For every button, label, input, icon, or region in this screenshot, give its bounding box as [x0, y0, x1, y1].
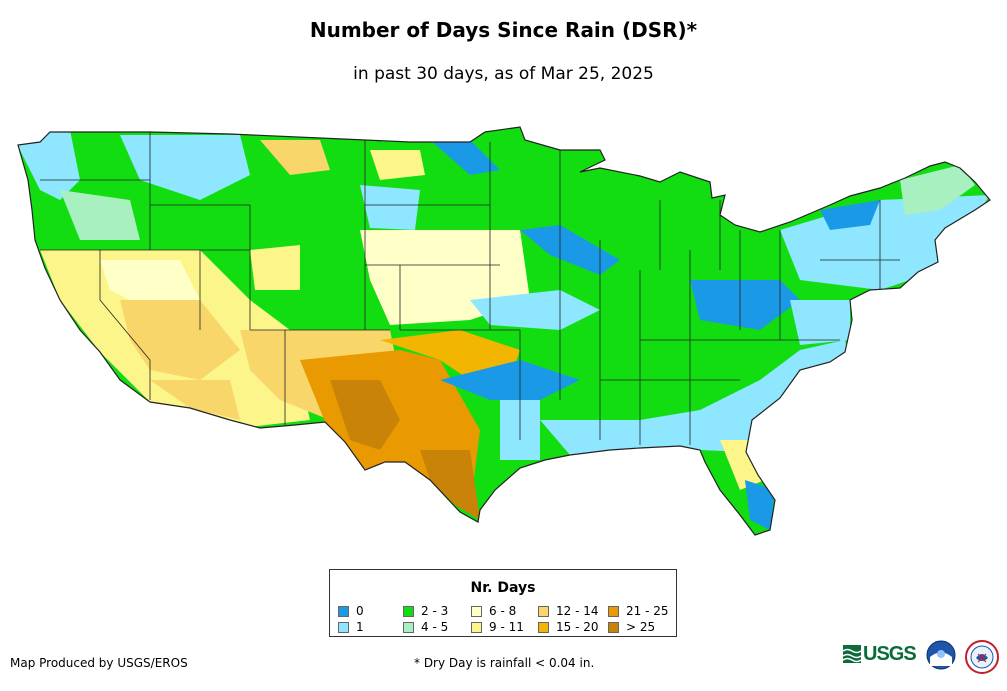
footnote: * Dry Day is rainfall < 0.04 in.: [414, 656, 595, 670]
legend-label: 4 - 5: [421, 620, 449, 634]
legend-item: > 25: [608, 620, 655, 634]
legend-item: 4 - 5: [403, 620, 448, 634]
map-subtitle: in past 30 days, as of Mar 25, 2025: [353, 64, 654, 84]
agency-logos: USGS: [843, 638, 1003, 678]
legend-item: 12 - 14: [538, 604, 599, 618]
noaa-logo-icon: [926, 640, 956, 670]
legend-item: 0: [338, 604, 364, 618]
map-title: Number of Days Since Rain (DSR)*: [309, 18, 698, 42]
legend-swatch: [608, 621, 619, 633]
usgs-wave-icon: [843, 645, 861, 663]
nws-logo-icon: [965, 640, 999, 674]
legend-item: 15 - 20: [538, 620, 599, 634]
credit-text: Map Produced by USGS/EROS: [10, 656, 188, 670]
usgs-logo: USGS: [843, 640, 917, 668]
legend-label: 9 - 11: [489, 620, 524, 634]
legend-item: 2 - 3: [403, 604, 448, 618]
legend-swatch: [471, 621, 482, 633]
legend-swatch: [538, 621, 549, 633]
legend-label: 0: [356, 604, 364, 618]
legend-item: 1: [338, 620, 364, 634]
legend: Nr. Days 0 1 2 - 3 4 - 5 6 - 8 9 - 11 12…: [329, 569, 677, 637]
legend-swatch: [608, 605, 619, 617]
usgs-wordmark: USGS: [863, 642, 917, 665]
legend-label: 21 - 25: [626, 604, 669, 618]
legend-swatch: [403, 605, 414, 617]
legend-label: 1: [356, 620, 364, 634]
legend-swatch: [471, 605, 482, 617]
legend-item: 21 - 25: [608, 604, 669, 618]
legend-title: Nr. Days: [470, 580, 536, 596]
legend-item: 6 - 8: [471, 604, 516, 618]
legend-label: 6 - 8: [489, 604, 517, 618]
legend-label: 12 - 14: [556, 604, 599, 618]
legend-item: 9 - 11: [471, 620, 524, 634]
us-dsr-map: [17, 126, 991, 536]
legend-swatch: [403, 621, 414, 633]
legend-label: 15 - 20: [556, 620, 599, 634]
legend-swatch: [338, 605, 349, 617]
legend-swatch: [538, 605, 549, 617]
legend-swatch: [338, 621, 349, 633]
legend-label: 2 - 3: [421, 604, 449, 618]
legend-label: > 25: [626, 620, 656, 634]
